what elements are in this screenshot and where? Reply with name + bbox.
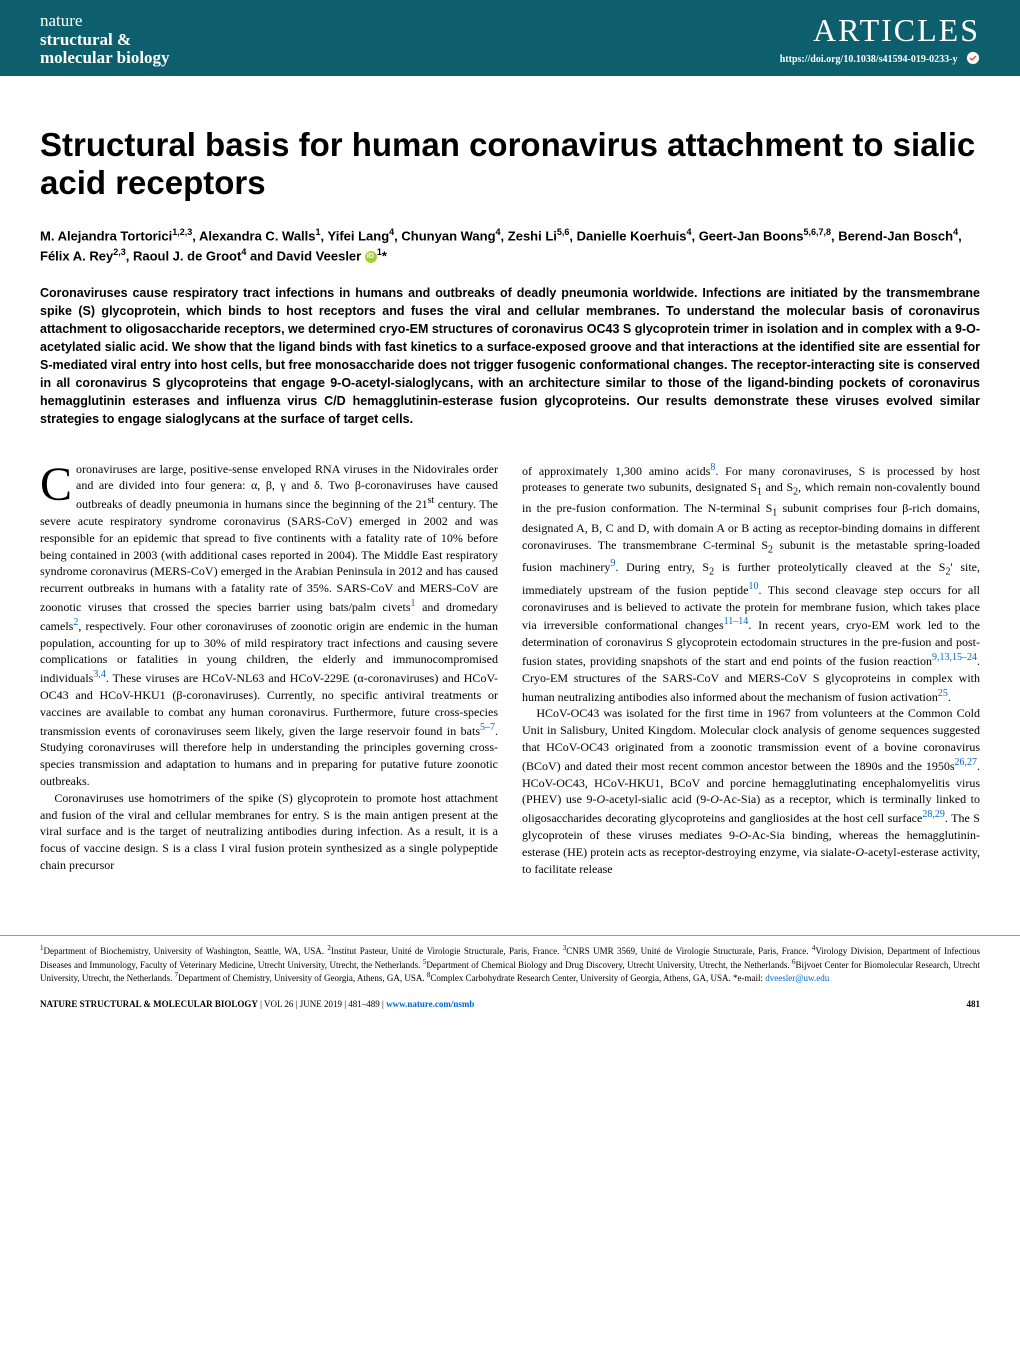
footer-citation: NATURE STRUCTURAL & MOLECULAR BIOLOGY | … (40, 999, 474, 1009)
article-title: Structural basis for human coronavirus a… (40, 126, 980, 202)
page-footer: NATURE STRUCTURAL & MOLECULAR BIOLOGY | … (0, 985, 1020, 1023)
body-para: Coronaviruses use homotrimers of the spi… (40, 790, 498, 874)
body-para: of approximately 1,300 amino acids8. For… (522, 461, 980, 706)
journal-name: nature structural & molecular biology (40, 12, 170, 68)
section-label: ARTICLES (780, 12, 980, 49)
doi-text: https://doi.org/10.1038/s41594-019-0233-… (780, 54, 958, 65)
article-content: Structural basis for human coronavirus a… (0, 76, 1020, 907)
doi-link[interactable]: https://doi.org/10.1038/s41594-019-0233-… (780, 51, 980, 68)
body-columns: Coronaviruses are large, positive-sense … (40, 461, 980, 878)
dropcap: C (40, 461, 76, 506)
orcid-icon (365, 251, 377, 263)
footer-journal: NATURE STRUCTURAL & MOLECULAR BIOLOGY (40, 999, 258, 1009)
section-label-block: ARTICLES https://doi.org/10.1038/s41594-… (780, 12, 980, 68)
journal-line2: structural & (40, 31, 170, 50)
footer-url[interactable]: www.nature.com/nsmb (386, 999, 474, 1009)
affiliations: 1Department of Biochemistry, University … (0, 935, 1020, 985)
crossmark-icon[interactable] (966, 51, 980, 68)
author-list: M. Alejandra Tortorici1,2,3, Alexandra C… (40, 226, 980, 266)
body-para: Coronaviruses are large, positive-sense … (40, 461, 498, 790)
abstract: Coronaviruses cause respiratory tract in… (40, 284, 980, 429)
journal-header: nature structural & molecular biology AR… (0, 0, 1020, 76)
journal-line3: molecular biology (40, 49, 170, 68)
footer-vol: | VOL 26 | JUNE 2019 | 481–489 | (258, 999, 386, 1009)
journal-line1: nature (40, 12, 170, 31)
body-para: HCoV-OC43 was isolated for the first tim… (522, 705, 980, 877)
column-right: of approximately 1,300 amino acids8. For… (522, 461, 980, 878)
column-left: Coronaviruses are large, positive-sense … (40, 461, 498, 878)
page-number: 481 (967, 999, 981, 1009)
